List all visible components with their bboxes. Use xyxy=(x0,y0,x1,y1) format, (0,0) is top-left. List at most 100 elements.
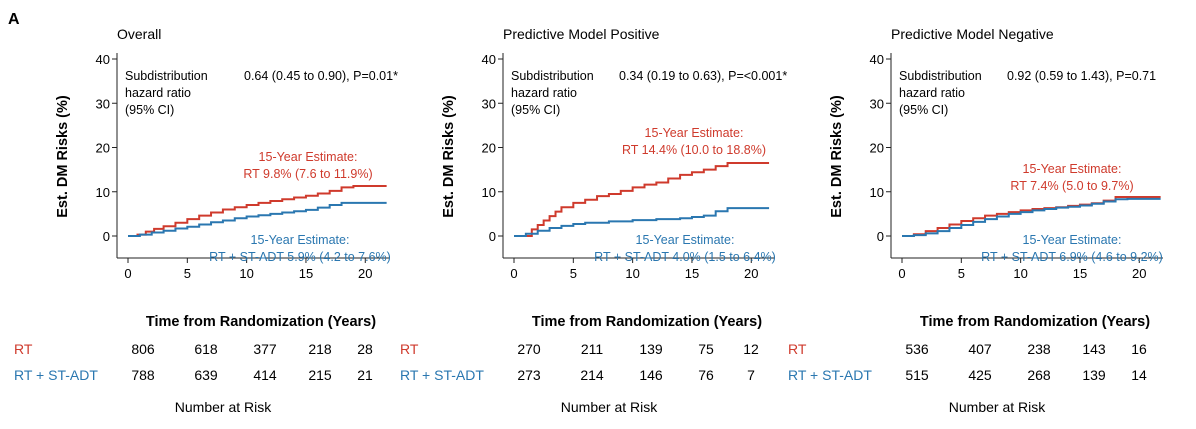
estimate-label-rt: 15-Year Estimate: xyxy=(645,126,744,140)
risk-value-rt: 139 xyxy=(639,341,663,357)
chart-panel-1: Overall 0 10 20 30 40 0 5 10 15 20 Time from Random… xyxy=(14,26,398,415)
y-tick-label: 20 xyxy=(96,141,110,156)
risk-value-rt: 238 xyxy=(1027,341,1051,357)
risk-value-rt-st-adt: 414 xyxy=(253,367,277,383)
number-at-risk-title: Number at Risk xyxy=(175,399,272,415)
y-tick-label: 20 xyxy=(870,141,884,156)
y-tick-label: 10 xyxy=(96,185,110,200)
risk-value-rt-st-adt: 146 xyxy=(639,367,663,383)
risk-value-rt-st-adt: 7 xyxy=(747,367,755,383)
hr-label-line: hazard ratio xyxy=(511,86,577,100)
y-tick-label: 30 xyxy=(870,96,884,111)
hr-label-line: Subdistribution xyxy=(899,69,982,83)
estimate-label-rt-st-adt: RT + ST-ADT 6.9% (4.6 to 9.2%) xyxy=(981,250,1163,264)
risk-value-rt-st-adt: 21 xyxy=(357,367,373,383)
x-tick-label: 20 xyxy=(744,266,758,281)
x-axis-title: Time from Randomization (Years) xyxy=(920,314,1150,330)
y-tick-label: 20 xyxy=(482,141,496,156)
risk-value-rt: 218 xyxy=(308,341,332,357)
hr-label-line: Subdistribution xyxy=(511,69,594,83)
estimate-label-rt: 15-Year Estimate: xyxy=(1023,162,1122,176)
chart-title: Overall xyxy=(117,26,161,42)
x-tick-label: 5 xyxy=(958,266,965,281)
number-at-risk-title: Number at Risk xyxy=(561,399,658,415)
risk-value-rt: 143 xyxy=(1082,341,1106,357)
y-tick-label: 40 xyxy=(870,52,884,67)
y-tick-label: 0 xyxy=(103,229,110,244)
estimate-label-rt: RT 14.4% (10.0 to 18.8%) xyxy=(622,143,766,157)
x-tick-label: 15 xyxy=(1073,266,1087,281)
risk-value-rt-st-adt: 139 xyxy=(1082,367,1106,383)
x-tick-label: 10 xyxy=(1013,266,1027,281)
risk-value-rt-st-adt: 268 xyxy=(1027,367,1051,383)
series-line-rt xyxy=(128,184,387,237)
x-tick-label: 0 xyxy=(898,266,905,281)
risk-value-rt-st-adt: 76 xyxy=(698,367,714,383)
y-axis-title: Est. DM Risks (%) xyxy=(441,95,457,218)
risk-value-rt: 28 xyxy=(357,341,373,357)
y-tick-label: 40 xyxy=(482,52,496,67)
estimate-label-rt-st-adt: 15-Year Estimate: xyxy=(251,233,350,247)
x-tick-label: 0 xyxy=(510,266,517,281)
hr-label-line: (95% CI) xyxy=(511,103,560,117)
y-axis-title: Est. DM Risks (%) xyxy=(829,95,845,218)
x-tick-label: 10 xyxy=(625,266,639,281)
x-axis-title: Time from Randomization (Years) xyxy=(146,314,376,330)
y-tick-label: 40 xyxy=(96,52,110,67)
y-tick-label: 30 xyxy=(482,96,496,111)
chart-panel-2: Predictive Model Positive 0 10 20 30 40 0 5 10 15… xyxy=(400,26,787,415)
estimate-label-rt-st-adt: 15-Year Estimate: xyxy=(636,233,735,247)
hr-value: 0.64 (0.45 to 0.90), P=0.01* xyxy=(244,69,398,83)
x-tick-label: 5 xyxy=(570,266,577,281)
risk-value-rt-st-adt: 788 xyxy=(131,367,155,383)
estimate-label-rt-st-adt: RT + ST-ADT 5.9% (4.2 to 7.6%) xyxy=(209,250,391,264)
risk-value-rt: 407 xyxy=(968,341,992,357)
series-line-rt-st-adt xyxy=(902,197,1161,237)
risk-row-label-rt-st-adt: RT + ST-ADT xyxy=(14,367,98,383)
series-line-rt-st-adt xyxy=(514,207,770,237)
risk-row-label-rt: RT xyxy=(788,341,807,357)
number-at-risk-title: Number at Risk xyxy=(949,399,1046,415)
series-line-rt xyxy=(514,161,770,237)
hr-label-line: Subdistribution xyxy=(125,69,208,83)
risk-value-rt: 806 xyxy=(131,341,155,357)
risk-value-rt-st-adt: 515 xyxy=(905,367,929,383)
risk-value-rt: 211 xyxy=(581,341,604,357)
risk-row-label-rt-st-adt: RT + ST-ADT xyxy=(400,367,484,383)
x-tick-label: 20 xyxy=(1132,266,1146,281)
estimate-label-rt: RT 7.4% (5.0 to 9.7%) xyxy=(1010,179,1133,193)
y-tick-label: 0 xyxy=(489,229,496,244)
hr-value: 0.34 (0.19 to 0.63), P=<0.001* xyxy=(619,69,787,83)
risk-value-rt-st-adt: 214 xyxy=(580,367,604,383)
y-axis-title: Est. DM Risks (%) xyxy=(55,95,71,218)
x-axis-title: Time from Randomization (Years) xyxy=(532,314,762,330)
risk-value-rt-st-adt: 215 xyxy=(308,367,332,383)
risk-value-rt: 12 xyxy=(743,341,759,357)
x-tick-label: 10 xyxy=(239,266,253,281)
risk-value-rt: 16 xyxy=(1131,341,1147,357)
chart-title: Predictive Model Positive xyxy=(503,26,660,42)
x-tick-label: 20 xyxy=(358,266,372,281)
risk-value-rt-st-adt: 273 xyxy=(517,367,541,383)
y-tick-label: 0 xyxy=(877,229,884,244)
estimate-label-rt: 15-Year Estimate: xyxy=(259,150,358,164)
risk-value-rt: 270 xyxy=(517,341,541,357)
hr-label-line: (95% CI) xyxy=(899,103,948,117)
series-line-rt-st-adt xyxy=(128,201,387,237)
risk-value-rt: 75 xyxy=(698,341,714,357)
risk-value-rt: 618 xyxy=(194,341,218,357)
chart-panel-3: Predictive Model Negative 0 10 20 30 40 0 5 10 15… xyxy=(788,26,1163,415)
hr-label-line: hazard ratio xyxy=(899,86,965,100)
estimate-label-rt-st-adt: RT + ST-ADT 4.0% (1.5 to 6.4%) xyxy=(594,250,776,264)
risk-row-label-rt: RT xyxy=(14,341,33,357)
hr-label-line: (95% CI) xyxy=(125,103,174,117)
y-tick-label: 10 xyxy=(482,185,496,200)
risk-value-rt: 377 xyxy=(253,341,277,357)
risk-value-rt-st-adt: 639 xyxy=(194,367,218,383)
hr-label-line: hazard ratio xyxy=(125,86,191,100)
chart-panels: Overall 0 10 20 30 40 0 5 10 15 20 Time from Random… xyxy=(14,26,1163,415)
risk-row-label-rt-st-adt: RT + ST-ADT xyxy=(788,367,872,383)
risk-value-rt-st-adt: 425 xyxy=(968,367,992,383)
risk-value-rt-st-adt: 14 xyxy=(1131,367,1147,383)
